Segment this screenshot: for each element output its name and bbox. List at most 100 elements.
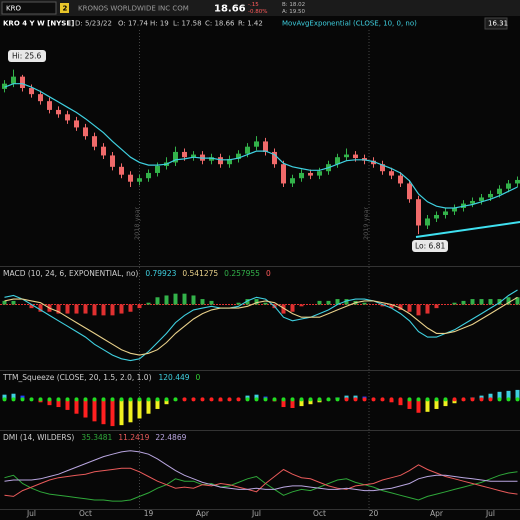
histogram-bar <box>317 300 322 305</box>
candle-body <box>227 158 232 165</box>
histogram-bar <box>173 293 178 305</box>
candle-body <box>173 151 178 163</box>
squeeze-dot <box>38 397 43 402</box>
squeeze-dot <box>407 397 412 402</box>
study-value: 16.31 <box>488 20 508 28</box>
squeeze-dot <box>344 397 349 402</box>
squeeze-dot <box>398 397 403 402</box>
dmi-line <box>4 471 518 502</box>
momentum-bar <box>254 394 259 400</box>
x-tick-label: Apr <box>430 509 444 518</box>
histogram-bar <box>92 304 97 316</box>
info-range: R: 1.42 <box>238 20 263 28</box>
panel-title: MACD (10, 24, 6, EXPONENTIAL, no) <box>3 269 138 278</box>
momentum-bar <box>110 399 115 427</box>
badge: 2 <box>63 5 68 13</box>
momentum-bar <box>92 399 97 422</box>
histogram-bar <box>119 304 124 314</box>
momentum-bar <box>299 399 304 407</box>
histogram-bar <box>200 299 205 305</box>
squeeze-dot <box>119 397 124 402</box>
histogram-bar <box>2 300 7 305</box>
macd-line <box>4 289 518 362</box>
ask: A: 19.50 <box>282 9 306 15</box>
squeeze-dot <box>308 397 313 402</box>
histogram-bar <box>83 304 88 314</box>
x-tick-label: 19 <box>144 509 154 518</box>
histogram-bar <box>65 304 70 314</box>
info-open: O: 17.74 <box>118 20 149 28</box>
candle-body <box>506 183 511 189</box>
study-value-box <box>484 17 508 30</box>
candle-body <box>407 183 412 200</box>
histogram-bar <box>479 299 484 305</box>
histogram-bar <box>128 304 133 312</box>
candle-body <box>515 179 520 184</box>
candle-body <box>74 120 79 128</box>
hi-label: Hi: 25.6 <box>12 52 42 61</box>
candle-body <box>65 114 70 121</box>
candle-body <box>380 164 385 172</box>
momentum-bar <box>119 399 124 426</box>
histogram-bar <box>335 299 340 305</box>
info-high: H: 19 <box>150 20 169 28</box>
dmi-line <box>4 450 518 492</box>
candle-body <box>218 157 223 165</box>
x-tick-label: Jul <box>485 509 495 518</box>
company: KRONOS WORLDWIDE INC COM <box>78 5 189 13</box>
candle-body <box>101 146 106 156</box>
squeeze-dot <box>326 397 331 402</box>
change: -.15 <box>248 2 259 8</box>
candle-body <box>434 214 439 219</box>
momentum-bar <box>146 399 151 414</box>
symbol-input[interactable] <box>1 1 57 15</box>
squeeze-dot <box>353 397 358 402</box>
squeeze-dot <box>515 397 520 402</box>
symbol: KRO <box>6 5 21 13</box>
candle-body <box>470 200 475 204</box>
momentum-bar <box>83 399 88 418</box>
momentum-bar <box>101 399 106 425</box>
x-tick-label: Oct <box>313 509 326 518</box>
lo-label: Lo: 6.81 <box>415 242 445 251</box>
histogram-bar <box>56 304 61 314</box>
squeeze-dot <box>254 397 259 402</box>
info-close: C: 18.66 <box>205 20 235 28</box>
candle-body <box>155 165 160 173</box>
squeeze-dot <box>416 397 421 402</box>
squeeze-dot <box>362 397 367 402</box>
trendline[interactable] <box>415 221 520 238</box>
candle-body <box>281 164 286 184</box>
squeeze-dot <box>461 397 466 402</box>
candle-body <box>182 151 187 158</box>
momentum-bar <box>128 399 133 423</box>
momentum-bar <box>497 391 502 400</box>
candle-body <box>452 207 457 212</box>
histogram-bar <box>254 299 259 305</box>
badge-box[interactable] <box>60 3 69 13</box>
histogram-bar <box>425 304 430 314</box>
histogram-bar <box>191 295 196 305</box>
squeeze-dot <box>20 397 25 402</box>
readout: 120.449 <box>159 373 190 382</box>
x-tick-label: Jul <box>251 509 261 518</box>
histogram-bar <box>389 304 394 309</box>
candle-body <box>119 166 124 175</box>
histogram-bar <box>326 300 331 305</box>
readout: 0 <box>266 269 271 278</box>
squeeze-dot <box>425 397 430 402</box>
candle-body <box>146 172 151 179</box>
readout: 22.4869 <box>155 433 186 442</box>
plot-layer: MACD (10, 24, 6, EXPONENTIAL, no) 0.79923… <box>0 69 520 518</box>
squeeze-dot <box>380 397 385 402</box>
squeeze-dot <box>299 397 304 402</box>
squeeze-dot <box>479 397 484 402</box>
momentum-bar <box>155 399 160 409</box>
toolbar <box>0 0 520 16</box>
candle-body <box>416 199 421 226</box>
squeeze-dot <box>101 397 106 402</box>
histogram-bar <box>110 304 115 316</box>
momentum-bar <box>137 399 142 419</box>
momentum-bar <box>2 394 7 400</box>
